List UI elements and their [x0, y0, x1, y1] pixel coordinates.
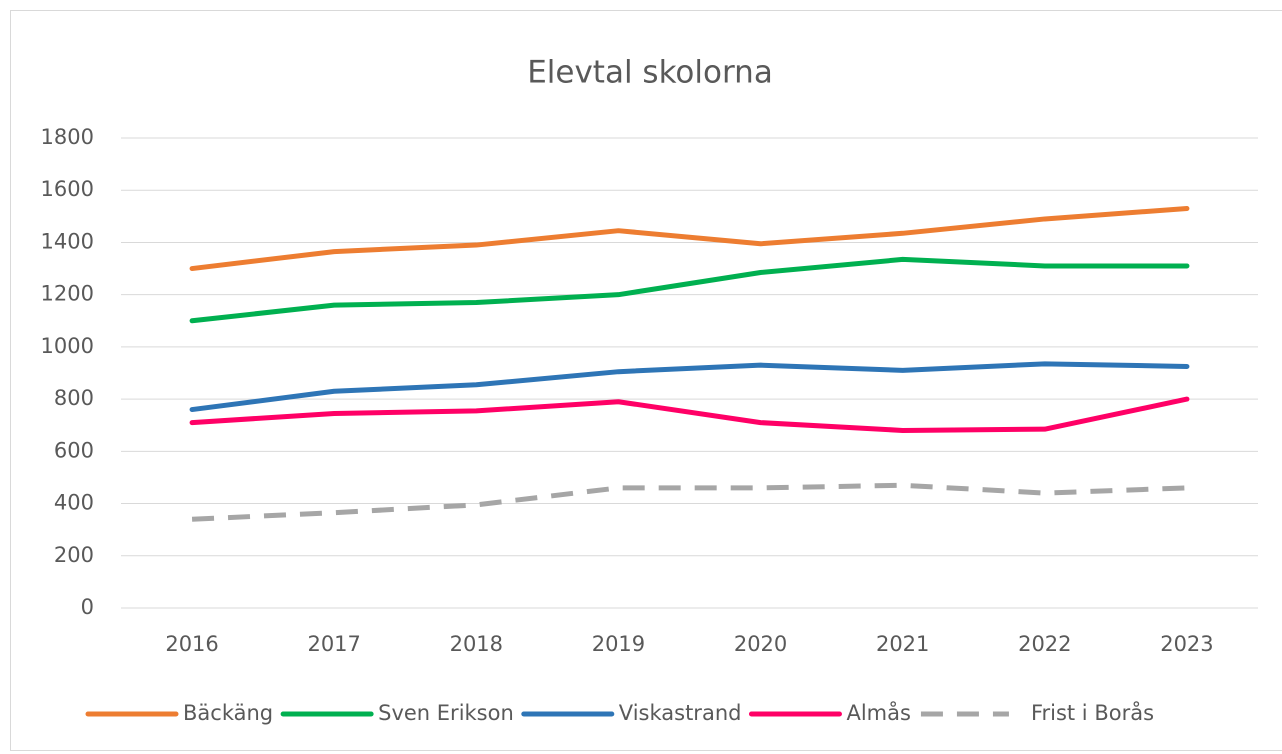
x-tick-label: 2022 [1018, 632, 1071, 656]
chart-border [10, 10, 1282, 751]
y-tick-label: 200 [54, 543, 94, 567]
x-tick-label: 2021 [876, 632, 929, 656]
y-tick-label: 600 [54, 438, 94, 462]
legend-label: Frist i Borås [1031, 700, 1154, 725]
y-tick-label: 1600 [41, 177, 94, 201]
legend-label: Bäckäng [183, 701, 273, 725]
y-tick-label: 0 [81, 595, 94, 619]
x-tick-label: 2018 [450, 632, 503, 656]
x-tick-label: 2019 [592, 632, 645, 656]
chart-title: Elevtal skolorna [527, 55, 773, 91]
y-tick-label: 400 [54, 491, 94, 515]
y-tick-label: 1000 [41, 334, 94, 358]
x-tick-label: 2016 [165, 632, 218, 656]
series-line [189, 256, 1190, 324]
y-tick-label: 1800 [41, 125, 94, 149]
y-tick-label: 800 [54, 386, 94, 410]
legend-label: Viskastrand [619, 701, 742, 725]
x-tick-label: 2017 [307, 632, 360, 656]
y-tick-label: 1200 [41, 282, 94, 306]
x-tick-label: 2020 [734, 632, 787, 656]
legend-label: Almås [846, 700, 910, 725]
series-line [191, 482, 1188, 522]
y-tick-label: 1400 [41, 229, 94, 253]
series-line [189, 396, 1190, 433]
legend-label: Sven Erikson [378, 701, 514, 725]
series-line [189, 206, 1190, 272]
x-tick-label: 2023 [1160, 632, 1213, 656]
series-line [189, 361, 1190, 413]
